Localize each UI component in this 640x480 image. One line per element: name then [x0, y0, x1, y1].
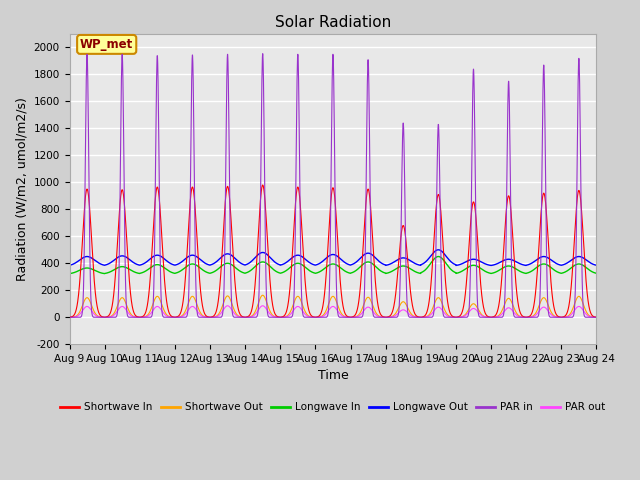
X-axis label: Time: Time: [317, 370, 348, 383]
Legend: Shortwave In, Shortwave Out, Longwave In, Longwave Out, PAR in, PAR out: Shortwave In, Shortwave Out, Longwave In…: [56, 398, 609, 417]
Text: WP_met: WP_met: [80, 38, 133, 51]
Y-axis label: Radiation (W/m2, umol/m2/s): Radiation (W/m2, umol/m2/s): [15, 97, 28, 281]
Title: Solar Radiation: Solar Radiation: [275, 15, 391, 30]
